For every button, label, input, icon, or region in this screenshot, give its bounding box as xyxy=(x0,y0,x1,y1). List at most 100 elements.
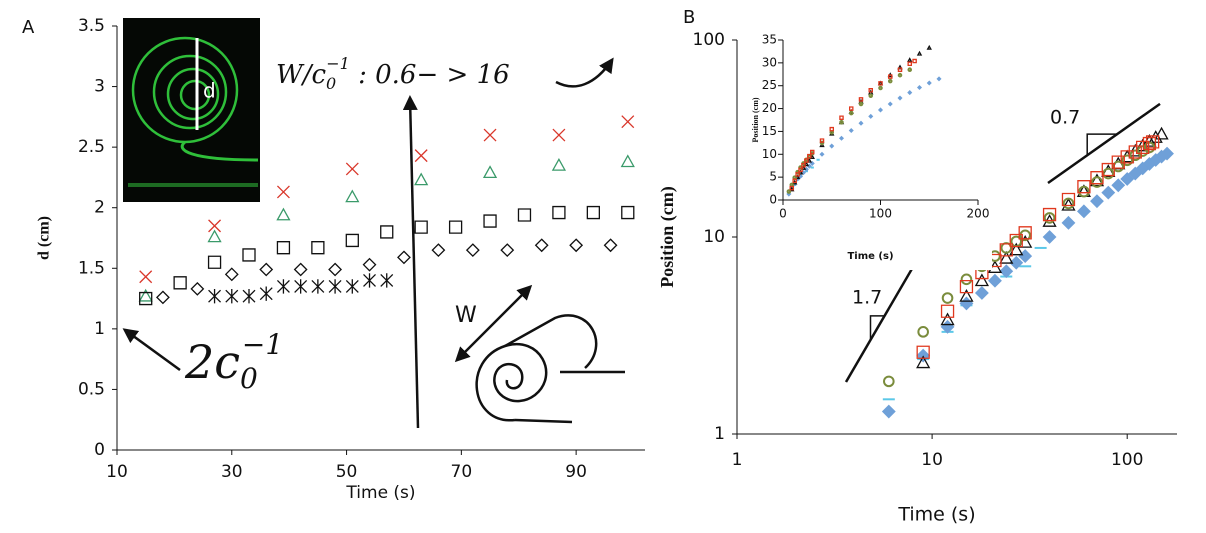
x-tick-label: 50 xyxy=(336,462,358,482)
point xyxy=(868,93,874,99)
point xyxy=(259,286,273,301)
point xyxy=(620,154,635,168)
y-tick-label: 1.5 xyxy=(78,258,105,278)
point xyxy=(1121,154,1133,167)
y-tick-label: 1 xyxy=(714,424,725,444)
slope-line xyxy=(844,261,918,383)
point xyxy=(380,273,394,288)
curvature: 2c0−1 xyxy=(184,328,283,395)
point xyxy=(926,44,932,50)
slope-line xyxy=(1047,102,1161,185)
point xyxy=(1142,136,1157,151)
point xyxy=(974,273,990,287)
point xyxy=(999,264,1014,279)
point xyxy=(1077,180,1091,194)
point xyxy=(483,214,497,228)
point xyxy=(801,163,806,168)
panel-label: A xyxy=(22,17,35,38)
x-axis-label: Time (s) xyxy=(897,504,975,526)
point xyxy=(1089,173,1105,187)
point xyxy=(534,238,549,253)
point xyxy=(940,312,955,326)
point xyxy=(293,262,308,277)
point xyxy=(1061,215,1076,230)
photo-inset: d xyxy=(123,18,260,202)
curvature-part: 0 xyxy=(240,362,258,395)
point xyxy=(1145,135,1160,149)
point xyxy=(500,243,515,258)
point xyxy=(907,57,913,63)
point xyxy=(138,288,153,302)
x-axis-label: Time (s) xyxy=(847,251,893,262)
point xyxy=(819,138,825,143)
point xyxy=(888,74,893,79)
point xyxy=(483,128,497,142)
y-axis-label: d (cm) xyxy=(36,216,53,260)
point xyxy=(1101,164,1116,177)
x-tick-label: 200 xyxy=(967,207,990,221)
point xyxy=(1043,212,1056,224)
point xyxy=(881,404,896,419)
point xyxy=(603,238,618,253)
x-tick-label: 1 xyxy=(732,450,743,470)
point xyxy=(311,279,325,294)
point xyxy=(912,58,917,64)
point xyxy=(552,128,566,142)
point xyxy=(363,273,376,288)
point xyxy=(1101,162,1115,177)
y-tick-label: 3 xyxy=(94,77,105,97)
point xyxy=(207,229,222,243)
y-axis-label: Position (cm) xyxy=(751,97,760,142)
point xyxy=(328,262,343,277)
formula-part: W/c xyxy=(276,60,326,90)
point xyxy=(482,165,498,179)
point xyxy=(883,375,895,388)
point xyxy=(916,355,931,369)
point xyxy=(1062,197,1075,210)
point xyxy=(431,243,446,258)
point xyxy=(173,276,187,290)
point xyxy=(1076,204,1091,219)
point xyxy=(887,78,893,84)
point xyxy=(1111,178,1126,193)
point xyxy=(1120,172,1135,186)
plot-inset: 0 5 10 15 20 25 30 35 0 100 200 Time (s) Position (c… xyxy=(742,30,992,270)
roll-label: W xyxy=(455,303,477,328)
arrow xyxy=(402,95,420,429)
x-tick-label: 90 xyxy=(565,462,587,482)
point xyxy=(916,345,930,359)
point xyxy=(1112,160,1125,173)
slope-label: 1.7 xyxy=(852,287,882,309)
y-tick-label: 10 xyxy=(703,227,725,247)
point xyxy=(810,149,815,155)
point xyxy=(959,279,974,294)
inset-background xyxy=(742,30,992,270)
point xyxy=(345,162,359,176)
point xyxy=(1091,176,1103,188)
y-axis-label: Position (cm) xyxy=(657,186,678,287)
point xyxy=(868,88,873,93)
point xyxy=(276,185,290,199)
point xyxy=(897,95,903,101)
point xyxy=(798,167,803,173)
y-tick-label: 5 xyxy=(769,170,777,184)
point xyxy=(829,126,834,132)
point xyxy=(414,149,428,163)
point xyxy=(877,107,884,113)
point xyxy=(1000,242,1013,254)
point xyxy=(242,248,256,262)
inset-label: d xyxy=(203,79,216,103)
point xyxy=(988,273,1002,288)
x-tick-label: 10 xyxy=(106,462,128,482)
point xyxy=(242,288,256,304)
point xyxy=(621,205,635,220)
point xyxy=(1019,229,1031,242)
point xyxy=(517,208,532,222)
formula-part: : 0.6− > 16 xyxy=(350,60,510,90)
point xyxy=(190,281,205,296)
x-tick-label: 30 xyxy=(221,462,243,482)
y-tick-label: 30 xyxy=(762,55,777,69)
point xyxy=(276,279,290,294)
